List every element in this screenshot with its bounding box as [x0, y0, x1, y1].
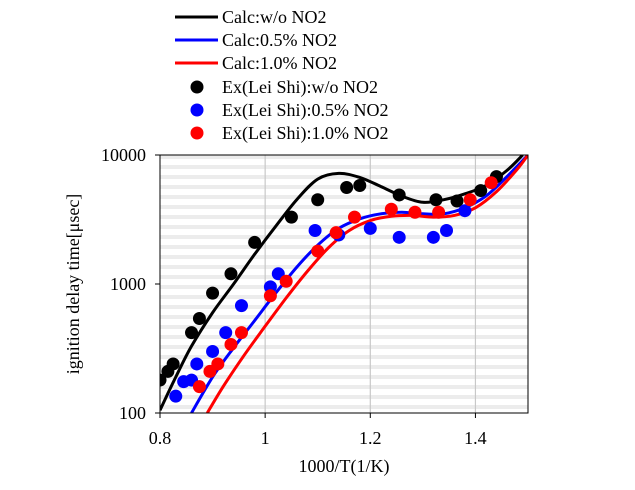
legend-swatch-marker [190, 80, 204, 94]
data-point [192, 380, 206, 394]
grid-band [160, 295, 528, 299]
data-point [429, 193, 443, 207]
legend-label: Calc:0.5% NO2 [222, 30, 337, 50]
x-axis-title: 1000/T(1/K) [299, 456, 390, 477]
data-point [219, 326, 233, 340]
grid-band [160, 255, 528, 259]
data-point [329, 226, 343, 240]
legend-label: Ex(Lei Shi):1.0% NO2 [222, 123, 388, 144]
data-point [484, 176, 498, 190]
data-point [392, 230, 406, 244]
y-tick-label: 10000 [101, 145, 146, 165]
grid-band [160, 365, 528, 369]
plot-area [160, 155, 528, 413]
y-axis: 100 1000 10000 [101, 145, 160, 423]
data-point [279, 274, 293, 288]
data-point [392, 188, 406, 202]
series-line [160, 155, 524, 411]
legend-label: Calc:1.0% NO2 [222, 53, 337, 73]
y-tick-label: 100 [119, 403, 146, 423]
grid-band [160, 355, 528, 359]
data-point [284, 210, 298, 224]
data-point [426, 230, 440, 244]
y-axis-title: ignition delay time[μsec] [63, 194, 83, 375]
data-point [474, 184, 488, 198]
data-point [192, 312, 206, 326]
data-point [353, 179, 367, 193]
legend-label: Ex(Lei Shi):0.5% NO2 [222, 100, 388, 121]
grid-band [160, 175, 528, 179]
grid-band [160, 165, 528, 169]
data-point [234, 299, 248, 313]
data-point [248, 235, 262, 249]
legend: Calc:w/o NO2 Calc:0.5% NO2 Calc:1.0% NO2 Ex… [175, 7, 388, 144]
x-tick-label: 1 [261, 428, 270, 448]
data-point [190, 357, 204, 371]
grid-band [160, 315, 528, 319]
data-point [206, 344, 220, 358]
legend-swatch-marker [190, 126, 204, 140]
legend-label: Calc:w/o NO2 [222, 7, 326, 27]
data-point [450, 194, 464, 208]
grid-band [160, 345, 528, 349]
data-point [234, 326, 248, 340]
data-point [263, 289, 277, 303]
data-point [432, 205, 446, 219]
grid-band [160, 195, 528, 199]
y-tick-label: 1000 [110, 274, 146, 294]
x-tick-label: 1.4 [464, 428, 487, 448]
data-point [311, 193, 325, 207]
series-line [206, 155, 528, 413]
data-point [408, 205, 422, 219]
data-point [224, 267, 238, 281]
grid-band [160, 385, 528, 389]
data-point [458, 204, 472, 218]
legend-swatch-marker [190, 103, 204, 117]
grid-band [160, 245, 528, 249]
x-tick-label: 0.8 [149, 428, 172, 448]
grid-band [160, 335, 528, 339]
x-axis: 0.8 1 1.2 1.4 [149, 413, 487, 448]
data-point [224, 337, 238, 351]
legend-label: Ex(Lei Shi):w/o NO2 [222, 77, 378, 98]
data-point [311, 244, 325, 258]
data-point [348, 210, 362, 224]
data-point [206, 286, 220, 300]
grid-band [160, 155, 528, 159]
grid-band [160, 265, 528, 269]
data-point [440, 223, 454, 237]
data-point [463, 193, 477, 207]
grid-band [160, 375, 528, 379]
grid-band [160, 325, 528, 329]
data-point [308, 223, 322, 237]
data-point [169, 389, 183, 403]
x-tick-label: 1.2 [359, 428, 382, 448]
data-point [263, 280, 277, 294]
data-point [166, 357, 180, 371]
grid-band [160, 305, 528, 309]
data-point [211, 357, 225, 371]
grid-band [160, 275, 528, 279]
data-point [363, 221, 377, 235]
grid-band [160, 395, 528, 399]
grid-band [160, 215, 528, 219]
grid-band [160, 285, 528, 289]
grid-band [160, 205, 528, 209]
data-point [384, 202, 398, 216]
grid-band [160, 405, 528, 409]
data-point [185, 326, 199, 340]
data-point [340, 180, 354, 194]
